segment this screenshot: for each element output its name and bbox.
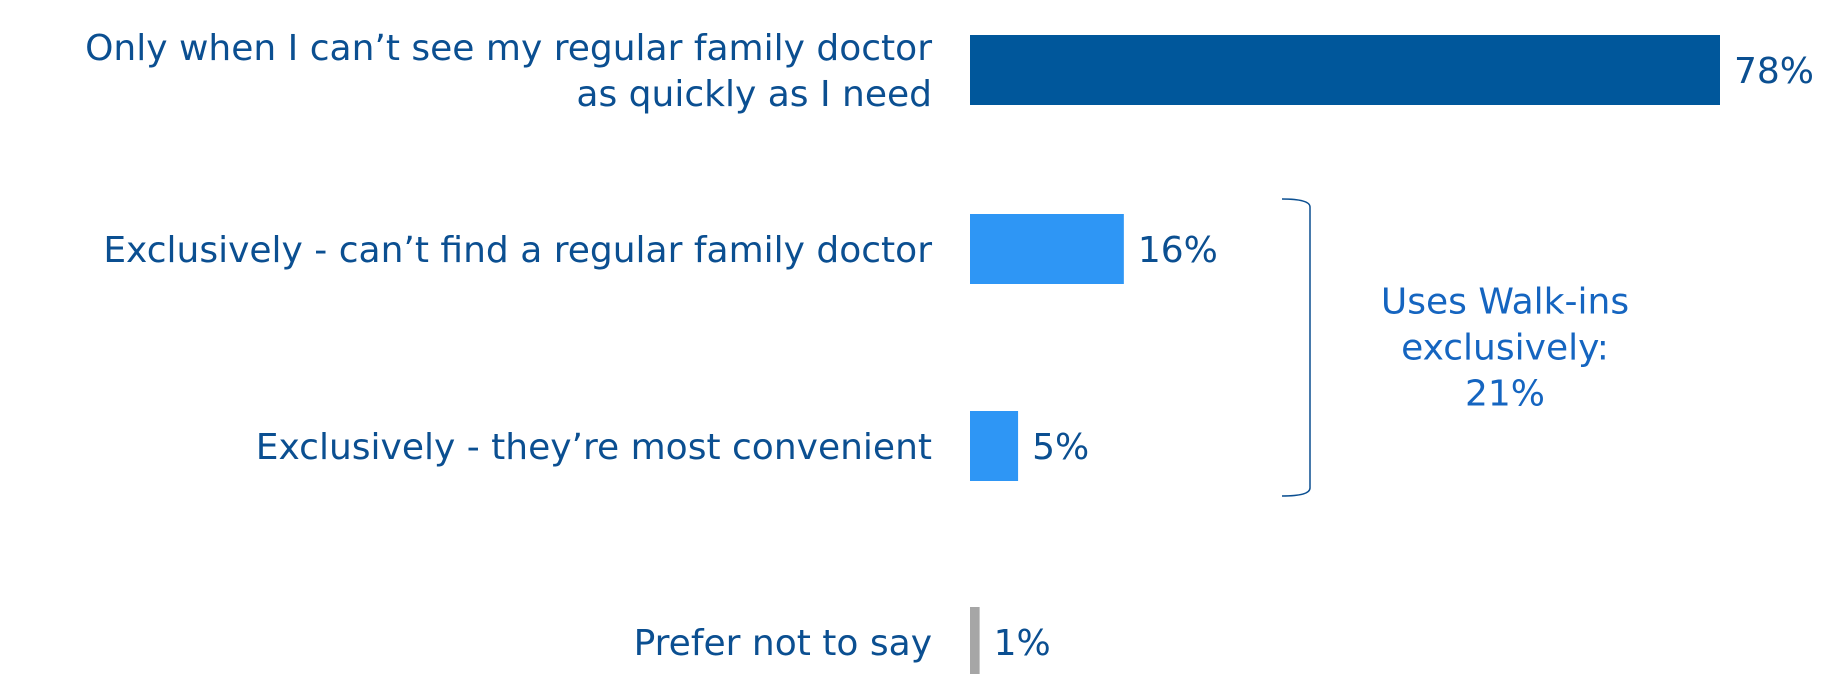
category-label-4: Prefer not to say — [634, 623, 932, 664]
bar-1 — [970, 35, 1720, 105]
bracket-line — [1281, 198, 1311, 497]
bracket-annotation-line: 21% — [1465, 374, 1545, 415]
category-label-line: Only when I can’t see my regular family … — [85, 28, 932, 69]
bracket-annotation: Uses Walk-ins exclusively: 21% — [1381, 282, 1629, 415]
value-label-2: 16% — [1138, 230, 1218, 271]
exclusive-bracket-group: Uses Walk-ins exclusively: 21% — [1281, 198, 1629, 497]
category-label-line: Exclusively - can’t find a regular famil… — [103, 230, 932, 271]
value-label-1: 78% — [1734, 51, 1814, 92]
value-label-3: 5% — [1032, 427, 1089, 468]
bracket-annotation-line: Uses Walk-ins — [1381, 282, 1629, 323]
category-label-1: Only when I can’t see my regular family … — [85, 28, 932, 115]
bar-2 — [970, 214, 1124, 284]
value-label-4: 1% — [994, 623, 1051, 664]
category-label-line: Prefer not to say — [634, 623, 932, 664]
bar-3 — [970, 411, 1019, 481]
category-label-2: Exclusively - can’t find a regular famil… — [103, 230, 932, 271]
category-label-line: Exclusively - they’re most convenient — [256, 427, 932, 468]
bars-layer — [970, 35, 1720, 674]
bar-4 — [970, 607, 980, 674]
value-labels: 78% 16% 5% 1% — [994, 51, 1814, 664]
category-label-line: as quickly as I need — [576, 74, 932, 115]
bracket-annotation-line: exclusively: — [1401, 328, 1609, 369]
category-labels: Only when I can’t see my regular family … — [85, 28, 932, 664]
category-label-3: Exclusively - they’re most convenient — [256, 427, 932, 468]
